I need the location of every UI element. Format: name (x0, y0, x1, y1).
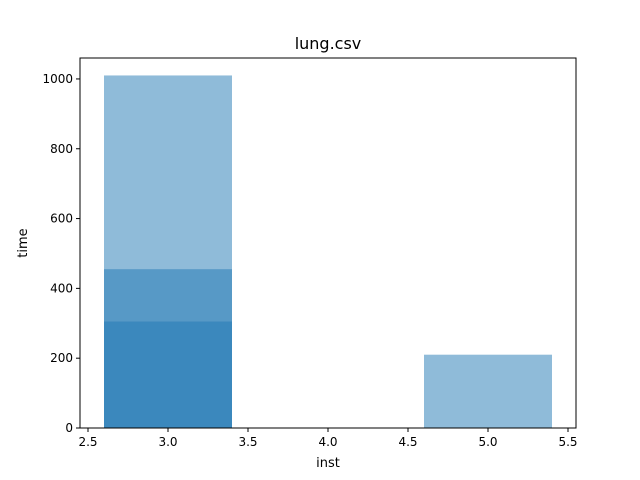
bar-3 (104, 321, 232, 428)
x-tick-label: 4.5 (398, 435, 417, 449)
x-tick-label: 2.5 (78, 435, 97, 449)
y-tick-label: 800 (50, 142, 73, 156)
x-tick-label: 5.0 (478, 435, 497, 449)
bars-layer (104, 75, 552, 429)
x-tick-label: 5.5 (558, 435, 577, 449)
chart-title: lung.csv (295, 34, 362, 53)
y-tick-label: 0 (65, 421, 73, 435)
y-tick-label: 600 (50, 212, 73, 226)
y-tick-label: 400 (50, 281, 73, 295)
x-axis-label: inst (316, 456, 340, 471)
bar-4 (424, 354, 552, 428)
y-axis: 0 200 400 600 800 1000 (42, 72, 80, 435)
x-tick-label: 4.0 (318, 435, 337, 449)
x-axis: 2.5 3.0 3.5 4.0 4.5 5.0 5.5 (78, 428, 578, 449)
y-tick-label: 1000 (42, 72, 73, 86)
y-axis-label: time (16, 228, 31, 257)
x-tick-label: 3.0 (158, 435, 177, 449)
y-tick-label: 200 (50, 351, 73, 365)
x-tick-label: 3.5 (238, 435, 257, 449)
